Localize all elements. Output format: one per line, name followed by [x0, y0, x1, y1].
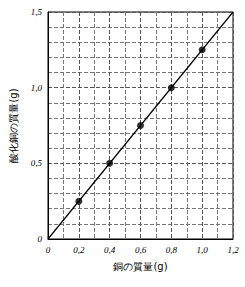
- svg-text:0,6: 0,6: [135, 245, 147, 255]
- svg-text:0,4: 0,4: [104, 245, 116, 255]
- svg-text:0,8: 0,8: [166, 245, 178, 255]
- svg-text:1,0: 1,0: [31, 83, 43, 93]
- svg-text:銅の質量(g): 銅の質量(g): [113, 261, 167, 272]
- svg-text:1,5: 1,5: [31, 7, 43, 17]
- svg-text:0: 0: [38, 234, 43, 244]
- svg-text:酸化銅の質量(g): 酸化銅の質量(g): [8, 88, 19, 162]
- svg-text:0,2: 0,2: [73, 245, 85, 255]
- svg-text:0,5: 0,5: [31, 158, 43, 168]
- svg-text:1,2: 1,2: [227, 245, 239, 255]
- svg-text:1,0: 1,0: [197, 245, 209, 255]
- svg-text:0: 0: [46, 245, 51, 255]
